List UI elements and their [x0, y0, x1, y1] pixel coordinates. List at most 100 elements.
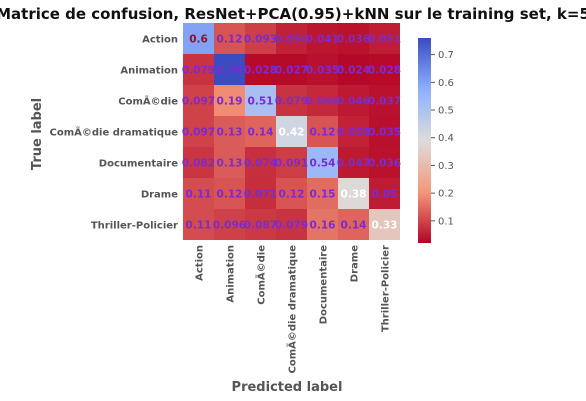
heatmap-cell-label: 0.056	[275, 34, 308, 46]
y-tick-label: Animation	[120, 66, 178, 77]
heatmap-cell	[369, 116, 400, 147]
heatmap-cell-label: 0.079	[275, 96, 308, 108]
heatmap-cell	[369, 85, 400, 116]
heatmap-cell	[183, 85, 214, 116]
heatmap-cell-label: 0.12	[310, 127, 336, 139]
heatmap-cell-label: 0.12	[279, 189, 305, 201]
colorbar-tick-label: 0.7	[438, 50, 454, 61]
heatmap-cell	[214, 85, 245, 116]
heatmap-cell	[245, 54, 276, 85]
heatmap-cell	[307, 85, 338, 116]
heatmap-cell	[245, 209, 276, 240]
heatmap-cell	[276, 209, 307, 240]
heatmap-cell	[307, 178, 338, 209]
heatmap-cell-label: 0.42	[279, 127, 305, 139]
heatmap-cell	[214, 147, 245, 178]
heatmap-cell-label: 0.024	[337, 65, 370, 77]
heatmap-cell-label: 0.066	[306, 96, 339, 108]
heatmap-cell-label: 0.13	[217, 127, 243, 139]
colorbar-tick-label: 0.3	[438, 161, 454, 172]
heatmap-cell	[214, 209, 245, 240]
heatmap-cell	[276, 54, 307, 85]
heatmap-cell	[245, 116, 276, 147]
x-axis-label: Predicted label	[232, 380, 343, 395]
y-tick-label: ComÃ©die	[118, 95, 178, 108]
heatmap-cell	[276, 23, 307, 54]
heatmap-cell	[369, 54, 400, 85]
heatmap-cell-label: 0.38	[341, 189, 367, 201]
heatmap-cell-label: 0.11	[186, 220, 212, 232]
heatmap-cell-label: 0.13	[217, 158, 243, 170]
heatmap-cell	[369, 147, 400, 178]
y-tick-label: ComÃ©die dramatique	[50, 126, 179, 139]
y-tick-label: Documentaire	[99, 159, 178, 170]
heatmap-cell	[214, 116, 245, 147]
heatmap-cell	[183, 116, 214, 147]
heatmap-cell-label: 0.079	[182, 65, 215, 77]
heatmap-cell-label: 0.047	[337, 158, 370, 170]
heatmap-cell-label: 0.54	[310, 158, 336, 170]
y-tick-labels: Action Animation ComÃ©die ComÃ©die dramatiq…	[50, 35, 179, 232]
heatmap-cell	[307, 147, 338, 178]
heatmap-cell-label: 0.041	[306, 34, 339, 46]
heatmap-cell	[183, 178, 214, 209]
heatmap-cell	[276, 178, 307, 209]
heatmap-cell	[369, 23, 400, 54]
heatmap-cell	[338, 147, 369, 178]
heatmap-cell-label: 0.15	[310, 189, 336, 201]
heatmap-cell-label: 0.097	[182, 127, 215, 139]
heatmap-cell	[214, 178, 245, 209]
heatmap-cell-label: 0.51	[248, 96, 274, 108]
heatmap-cell-label: 0.16	[310, 220, 336, 232]
colorbar-tick-label: 0.1	[438, 216, 454, 227]
y-tick-label: Action	[142, 35, 178, 46]
x-tick-label: ComÃ©die dramatique	[286, 245, 299, 374]
heatmap-cell-label: 0.76	[217, 65, 243, 77]
heatmap-cell	[338, 54, 369, 85]
heatmap-cell	[338, 23, 369, 54]
heatmap-cell-label: 0.035	[306, 65, 339, 77]
x-tick-label: Animation	[226, 245, 237, 303]
heatmap-cell-label: 0.079	[275, 220, 308, 232]
y-tick-label: Drame	[141, 190, 178, 201]
x-tick-label: ComÃ©die	[255, 245, 268, 305]
y-tick-label: Thriller-Policier	[91, 221, 178, 232]
heatmap-cell	[307, 54, 338, 85]
heatmap-cells	[183, 23, 400, 240]
heatmap-cell	[338, 85, 369, 116]
x-tick-label: Drame	[350, 245, 361, 282]
x-tick-label: Action	[195, 245, 206, 281]
x-tick-label: Thriller-Policier	[381, 245, 392, 332]
heatmap-cell-label: 0.091	[275, 158, 308, 170]
heatmap-cell	[338, 116, 369, 147]
x-tick-labels: Action Animation ComÃ©die ComÃ©die dramatiq…	[195, 245, 392, 374]
heatmap-cell	[276, 85, 307, 116]
heatmap-cell-label: 0.14	[248, 127, 274, 139]
heatmap-cell-label: 0.11	[186, 189, 212, 201]
heatmap-cell	[183, 23, 214, 54]
heatmap-cell	[307, 116, 338, 147]
heatmap-cell-label: 0.037	[368, 96, 401, 108]
heatmap-cell	[245, 178, 276, 209]
heatmap-cell-label: 0.028	[368, 65, 401, 77]
heatmap-cell-label: 0.051	[368, 34, 401, 46]
heatmap-cell	[245, 147, 276, 178]
heatmap-cell-label: 0.074	[244, 158, 277, 170]
heatmap-cell	[214, 23, 245, 54]
heatmap-cell	[369, 178, 400, 209]
heatmap-cell	[307, 209, 338, 240]
heatmap-cell-label: 0.058	[337, 127, 370, 139]
heatmap-cell-label: 0.028	[244, 65, 277, 77]
x-tick-label: Documentaire	[319, 245, 330, 324]
heatmap-cell-label: 0.082	[182, 158, 215, 170]
heatmap-cell	[276, 116, 307, 147]
y-axis-label: True label	[30, 98, 45, 170]
heatmap-cell-label: 0.6	[189, 34, 208, 46]
heatmap-cell-label: 0.33	[372, 220, 398, 232]
colorbar-tick-label: 0.4	[438, 133, 454, 144]
heatmap-cell-label: 0.093	[244, 34, 277, 46]
heatmap-cell	[245, 23, 276, 54]
heatmap-cell	[183, 54, 214, 85]
